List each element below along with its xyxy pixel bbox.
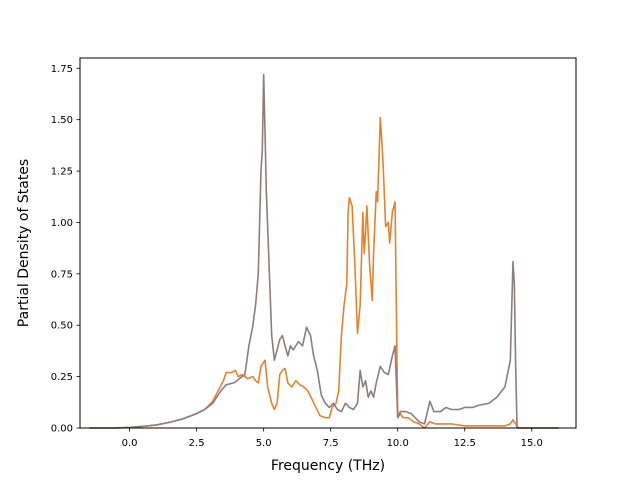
y-axis-label: Partial Density of States: [16, 159, 32, 327]
y-tick-label: 0.00: [51, 424, 73, 435]
x-tick-label: 5.0: [256, 438, 272, 449]
y-tick-label: 1.50: [51, 115, 73, 126]
x-tick-label: 15.0: [521, 438, 543, 449]
plot-lines: [89, 73, 559, 429]
y-tick-label: 0.25: [51, 372, 73, 383]
y-tick-label: 1.25: [51, 167, 73, 178]
y-tick-label: 0.75: [51, 269, 73, 280]
series-line-2: [89, 73, 559, 429]
x-tick-label: 10.0: [387, 438, 409, 449]
x-axis-label: Frequency (THz): [271, 458, 385, 474]
x-tick-label: 2.5: [189, 438, 205, 449]
plot-frame: [79, 57, 577, 429]
x-tick-label: 0.0: [122, 438, 138, 449]
y-tick-label: 1.00: [51, 218, 73, 229]
series-line-1: [89, 116, 559, 429]
y-tick-label: 0.50: [51, 321, 73, 332]
x-tick-label: 12.5: [454, 438, 476, 449]
y-tick-label: 1.75: [51, 64, 73, 75]
x-tick-label: 7.5: [323, 438, 339, 449]
x-axis-ticks: 0.0 2.5 5.0 7.5 10.0 12.5 15.0: [122, 428, 543, 449]
y-axis-ticks: 0.00 0.25 0.50 0.75 1.00 1.25 1.50 1.75: [51, 64, 80, 435]
